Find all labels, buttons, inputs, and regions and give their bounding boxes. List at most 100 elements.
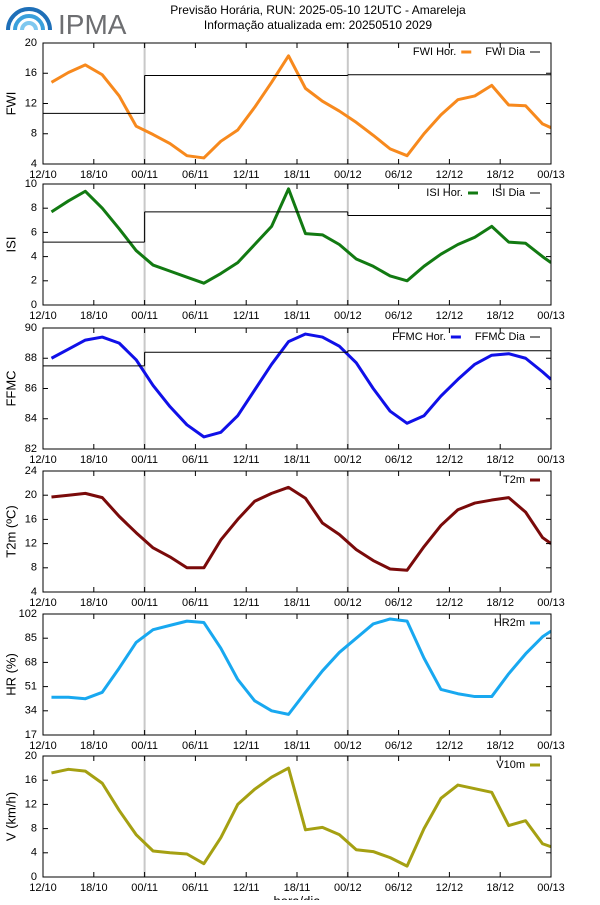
y-tick-label: 51 bbox=[25, 681, 37, 693]
frame bbox=[42, 613, 552, 736]
logo-arc bbox=[20, 21, 38, 31]
subtitle: Informação atualizada em: 20250510 2029 bbox=[204, 18, 432, 32]
legend-label: ISI Dia bbox=[492, 187, 526, 199]
frame bbox=[42, 327, 552, 450]
y-axis-label: HR (%) bbox=[3, 653, 18, 696]
y-tick-label: 17 bbox=[25, 729, 37, 741]
x-tick-label: 18/11 bbox=[284, 740, 311, 752]
y-tick-label: 16 bbox=[25, 774, 37, 786]
series-line bbox=[51, 766, 551, 868]
x-tick-label: 06/11 bbox=[182, 169, 209, 181]
x-tick-label: 06/12 bbox=[385, 597, 413, 609]
series-line bbox=[50, 332, 551, 439]
x-tick-label: 12/11 bbox=[233, 454, 260, 466]
x-tick-label: 18/12 bbox=[486, 597, 514, 609]
frame bbox=[42, 183, 552, 306]
logo-arc bbox=[13, 14, 45, 31]
y-tick-label: 2 bbox=[31, 275, 37, 287]
x-tick-label: 18/10 bbox=[80, 740, 108, 752]
x-tick-label: 18/10 bbox=[80, 169, 108, 181]
x-tick-label: 12/12 bbox=[436, 169, 464, 181]
title: Previsão Horária, RUN: 2025-05-10 12UTC … bbox=[170, 3, 466, 17]
x-tick-label: 00/13 bbox=[537, 882, 565, 894]
y-tick-label: 6 bbox=[31, 226, 37, 238]
y-axis-label: FFMC bbox=[3, 370, 18, 406]
y-axis-label: FWI bbox=[3, 92, 18, 116]
x-tick-label: 06/12 bbox=[385, 740, 413, 752]
x-tick-label: 18/12 bbox=[486, 454, 514, 466]
x-tick-label: 12/11 bbox=[233, 169, 260, 181]
frame bbox=[42, 755, 552, 878]
plot-area bbox=[51, 617, 551, 716]
x-tick-label: 12/11 bbox=[233, 882, 260, 894]
logo: IPMA bbox=[6, 7, 127, 40]
y-axis-label: T2m (ºC) bbox=[3, 505, 18, 557]
x-tick-label: 18/11 bbox=[284, 310, 311, 322]
x-tick-label: 06/11 bbox=[182, 882, 209, 894]
y-tick-label: 88 bbox=[25, 352, 37, 364]
x-tick-label: 12/10 bbox=[29, 882, 57, 894]
x-tick-label: 00/11 bbox=[131, 169, 158, 181]
x-tick-label: 00/12 bbox=[334, 169, 362, 181]
y-tick-label: 8 bbox=[31, 562, 37, 574]
series-line bbox=[50, 187, 551, 285]
x-tick-label: 12/10 bbox=[29, 454, 57, 466]
x-tick-label: 18/10 bbox=[80, 310, 108, 322]
y-tick-label: 20 bbox=[25, 489, 37, 501]
y-tick-label: 8 bbox=[31, 823, 37, 835]
x-tick-label: 12/12 bbox=[436, 310, 464, 322]
series-line bbox=[51, 485, 551, 572]
x-tick-label: 00/13 bbox=[537, 740, 565, 752]
series-line bbox=[50, 54, 551, 160]
y-tick-label: 0 bbox=[31, 299, 37, 311]
y-tick-label: 16 bbox=[25, 513, 37, 525]
x-tick-label: 00/12 bbox=[334, 740, 362, 752]
x-tick-label: 18/12 bbox=[486, 740, 514, 752]
legend-label: V10m bbox=[496, 759, 525, 771]
x-tick-label: 18/12 bbox=[486, 882, 514, 894]
panel: 0 2 4 6 8 10 12/10 18/10 00/11 06/11 12/11 18/11 00/… bbox=[3, 178, 564, 322]
x-tick-label: 00/11 bbox=[131, 597, 158, 609]
series-line bbox=[51, 617, 551, 716]
x-tick-label: 12/10 bbox=[29, 169, 57, 181]
x-tick-label: 06/12 bbox=[385, 169, 413, 181]
x-tick-label: 00/13 bbox=[537, 454, 565, 466]
x-tick-label: 18/11 bbox=[284, 454, 311, 466]
x-tick-label: 06/11 bbox=[182, 740, 209, 752]
x-tick-label: 12/12 bbox=[436, 454, 464, 466]
y-tick-label: 16 bbox=[25, 67, 37, 79]
plot-area bbox=[43, 54, 551, 160]
y-tick-label: 34 bbox=[25, 705, 37, 717]
x-tick-label: 12/12 bbox=[436, 882, 464, 894]
x-tick-label: 00/13 bbox=[537, 310, 565, 322]
y-tick-label: 12 bbox=[25, 97, 37, 109]
legend-label: T2m bbox=[503, 474, 525, 486]
frame bbox=[42, 42, 552, 165]
x-tick-label: 00/11 bbox=[131, 882, 158, 894]
x-tick-label: 18/10 bbox=[80, 597, 108, 609]
y-tick-label: 82 bbox=[25, 443, 37, 455]
legend-label: ISI Hor. bbox=[426, 187, 463, 199]
y-tick-label: 4 bbox=[31, 251, 37, 263]
x-tick-label: 18/11 bbox=[284, 882, 311, 894]
x-tick-label: 12/12 bbox=[436, 597, 464, 609]
y-tick-label: 10 bbox=[25, 178, 37, 190]
x-tick-label: 00/12 bbox=[334, 597, 362, 609]
x-axis-label: hora/dia bbox=[274, 893, 322, 900]
legend-label: FFMC Hor. bbox=[392, 331, 446, 343]
y-tick-label: 102 bbox=[19, 608, 37, 620]
x-tick-label: 12/10 bbox=[29, 597, 57, 609]
x-tick-label: 12/12 bbox=[436, 740, 464, 752]
panel: 17 34 51 68 85 102 12/10 18/10 00/11 06/11 12/11 18… bbox=[3, 608, 564, 752]
x-tick-label: 06/12 bbox=[385, 310, 413, 322]
y-tick-label: 8 bbox=[31, 202, 37, 214]
y-tick-label: 86 bbox=[25, 382, 37, 394]
x-tick-label: 12/10 bbox=[29, 310, 57, 322]
x-tick-label: 06/12 bbox=[385, 454, 413, 466]
x-tick-label: 18/12 bbox=[486, 310, 514, 322]
x-tick-label: 00/13 bbox=[537, 169, 565, 181]
y-tick-label: 24 bbox=[25, 465, 37, 477]
x-tick-label: 12/11 bbox=[233, 740, 260, 752]
x-tick-label: 00/12 bbox=[334, 882, 362, 894]
